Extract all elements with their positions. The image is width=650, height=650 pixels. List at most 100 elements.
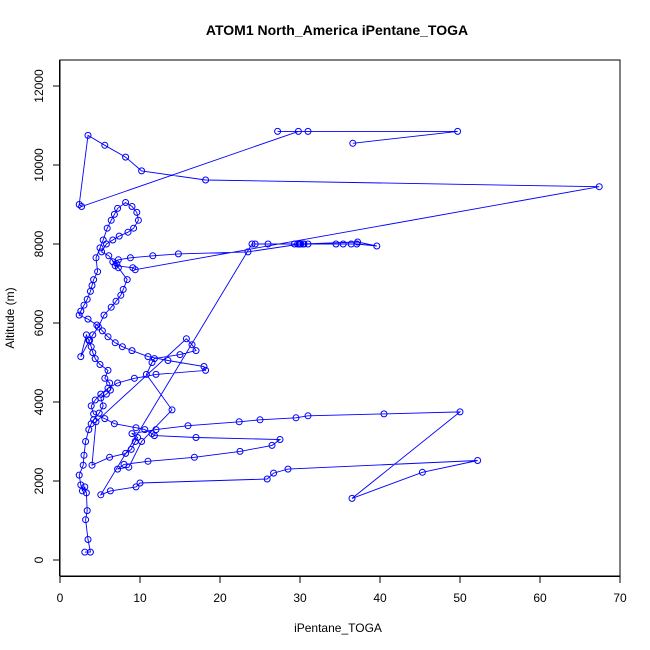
data-point <box>106 487 114 495</box>
data-point <box>128 347 136 355</box>
data-point <box>88 461 96 469</box>
data-point <box>99 236 107 244</box>
data-point <box>127 445 135 453</box>
data-point <box>123 276 131 284</box>
data-point <box>144 457 152 465</box>
data-point <box>111 262 119 270</box>
data-point <box>251 240 259 248</box>
data-point <box>96 361 104 368</box>
data-point <box>82 438 90 445</box>
plot-area <box>59 59 621 577</box>
data-point <box>99 402 107 410</box>
data-point <box>339 240 347 248</box>
data-point <box>113 260 121 268</box>
data-point <box>112 297 120 305</box>
data-point <box>106 453 114 461</box>
data-point <box>103 224 111 232</box>
data-point <box>454 127 462 135</box>
data-point <box>284 465 292 473</box>
series-line <box>78 130 600 553</box>
data-point <box>174 250 182 258</box>
data-point <box>122 449 130 457</box>
data-point <box>182 335 190 343</box>
data-point <box>91 396 99 404</box>
data-point <box>87 343 95 351</box>
data-series <box>75 127 603 556</box>
y-tick-label: 2000 <box>32 467 46 494</box>
data-point <box>200 363 208 370</box>
data-point <box>184 422 192 430</box>
data-point <box>248 240 256 248</box>
data-point <box>75 311 83 319</box>
data-point <box>131 266 139 274</box>
data-point <box>132 424 140 432</box>
data-point <box>268 441 276 449</box>
data-point <box>152 370 160 378</box>
data-point <box>84 536 92 543</box>
data-point <box>134 216 142 224</box>
data-point <box>117 291 125 299</box>
data-point <box>168 406 176 414</box>
data-point <box>349 139 357 147</box>
data-point <box>270 469 278 477</box>
data-point <box>276 436 284 443</box>
data-point <box>235 418 243 426</box>
data-point <box>80 451 88 459</box>
y-tick-label: 6000 <box>32 309 46 336</box>
x-axis-ticks: 0 10 20 30 40 50 60 70 <box>57 576 627 605</box>
data-point <box>114 204 122 212</box>
x-axis-label: iPentane_TOGA <box>294 621 382 635</box>
data-point <box>263 475 271 483</box>
data-point <box>292 414 300 422</box>
data-point <box>190 453 198 461</box>
y-tick-label: 10000 <box>32 148 46 182</box>
data-point <box>94 268 102 276</box>
data-point <box>107 303 115 311</box>
data-point <box>98 248 106 256</box>
data-point <box>188 341 196 349</box>
data-point <box>96 244 104 252</box>
data-point <box>107 216 115 224</box>
data-point <box>122 153 130 161</box>
data-point <box>304 127 312 135</box>
data-point <box>86 548 94 556</box>
data-point <box>104 366 112 374</box>
data-point <box>152 426 160 434</box>
data-point <box>97 491 105 499</box>
data-point <box>297 240 305 248</box>
data-point <box>104 384 112 392</box>
data-point <box>474 457 482 464</box>
data-point <box>84 315 92 323</box>
data-point <box>264 240 272 248</box>
data-point <box>105 252 113 260</box>
data-point <box>125 463 133 471</box>
data-point <box>92 418 100 426</box>
data-point <box>86 336 94 344</box>
x-tick-label: 10 <box>133 591 147 605</box>
x-tick-label: 50 <box>453 591 467 605</box>
data-point <box>122 199 130 206</box>
y-tick-label: 0 <box>32 556 46 563</box>
data-point <box>92 254 100 262</box>
data-point <box>141 426 149 434</box>
data-point <box>101 374 109 382</box>
data-point <box>83 507 91 515</box>
data-point <box>110 420 118 428</box>
data-point <box>126 254 134 262</box>
x-tick-label: 70 <box>613 591 627 605</box>
data-point <box>109 236 117 244</box>
data-point <box>332 240 340 248</box>
data-point <box>202 366 210 374</box>
data-point <box>138 167 146 175</box>
data-point <box>104 333 112 341</box>
y-axis-ticks: 0 2000 4000 6000 8000 10000 12000 <box>32 69 60 563</box>
data-point <box>85 426 93 434</box>
data-point <box>97 390 105 398</box>
data-point <box>236 447 244 455</box>
data-point <box>274 127 282 135</box>
data-point <box>100 311 108 319</box>
data-point <box>84 131 92 139</box>
data-point <box>90 410 98 418</box>
data-point <box>77 307 85 315</box>
data-point <box>82 516 90 524</box>
